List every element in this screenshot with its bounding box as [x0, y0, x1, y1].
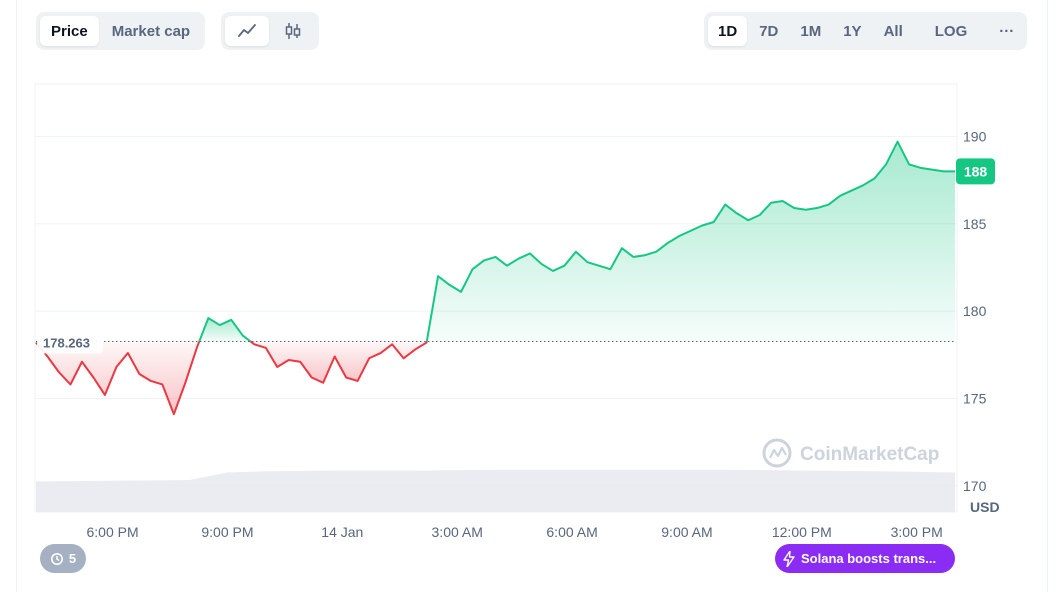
area-above-baseline [199, 318, 251, 342]
news-pill[interactable]: Solana boosts trans... [775, 544, 955, 573]
history-count: 5 [68, 551, 77, 566]
y-axis: 170 175 180 185 190 [963, 128, 987, 493]
x-axis: 6:00 PM 9:00 PM 14 Jan 3:00 AM 6:00 AM 9:00 A… [87, 524, 943, 540]
chart-style-toggle [221, 12, 319, 50]
range-7d[interactable]: 7D [749, 16, 788, 46]
x-tick-label: 9:00 AM [661, 524, 712, 540]
area-below-baseline [36, 341, 200, 415]
news-pill-label: Solana boosts trans... [801, 551, 937, 566]
tab-market-cap[interactable]: Market cap [101, 16, 201, 46]
x-tick-label: 12:00 PM [772, 524, 832, 540]
range-1y[interactable]: 1Y [833, 16, 871, 46]
watermark-text: CoinMarketCap [800, 444, 939, 465]
y-tick-label: 175 [963, 390, 987, 406]
y-tick-label: 185 [963, 216, 987, 232]
watermark: CoinMarketCap [762, 438, 939, 468]
history-icon [50, 552, 63, 565]
x-tick-label: 9:00 PM [201, 524, 253, 540]
chart-card [16, 0, 1048, 592]
price-line-up [425, 140, 955, 342]
range-all[interactable]: All [874, 16, 913, 46]
range-1d[interactable]: 1D [708, 16, 748, 46]
line-chart-button[interactable] [225, 16, 269, 46]
volume-area [36, 469, 955, 512]
baseline-value: 178.263 [43, 335, 90, 350]
x-tick-label: 6:00 PM [87, 524, 139, 540]
volume-bars [36, 469, 955, 512]
range-toggle: 1D 7D 1M 1Y All LOG ··· [704, 12, 1027, 50]
x-tick-label: 3:00 PM [891, 524, 943, 540]
area-above-baseline [426, 141, 955, 342]
candlestick-icon [285, 23, 301, 39]
baseline-label: 178.263 [37, 332, 103, 354]
history-badge[interactable]: 5 [40, 544, 86, 573]
price-line-up [198, 317, 252, 343]
price-line-down [249, 340, 428, 384]
lightning-icon [783, 550, 795, 567]
price-line-down [35, 341, 201, 416]
price-line [35, 140, 955, 416]
price-area [36, 141, 955, 415]
candlestick-button[interactable] [271, 16, 315, 46]
currency-label: USD [970, 499, 1000, 515]
current-price-badge: 188 [956, 158, 995, 185]
x-tick-label: 14 Jan [321, 524, 363, 540]
log-scale-button[interactable]: LOG [925, 16, 978, 46]
x-tick-label: 6:00 AM [546, 524, 597, 540]
metric-toggle: Price Market cap [36, 12, 206, 50]
range-1m[interactable]: 1M [790, 16, 831, 46]
y-tick-label: 170 [963, 478, 987, 494]
current-price-value: 188 [964, 163, 988, 179]
y-tick-label: 190 [963, 128, 987, 144]
line-chart-icon [238, 24, 256, 37]
more-options-button[interactable]: ··· [989, 16, 1024, 46]
x-tick-label: 3:00 AM [432, 524, 483, 540]
tab-price[interactable]: Price [40, 16, 99, 46]
y-tick-label: 180 [963, 303, 987, 319]
coinmarketcap-logo-icon [762, 438, 792, 468]
